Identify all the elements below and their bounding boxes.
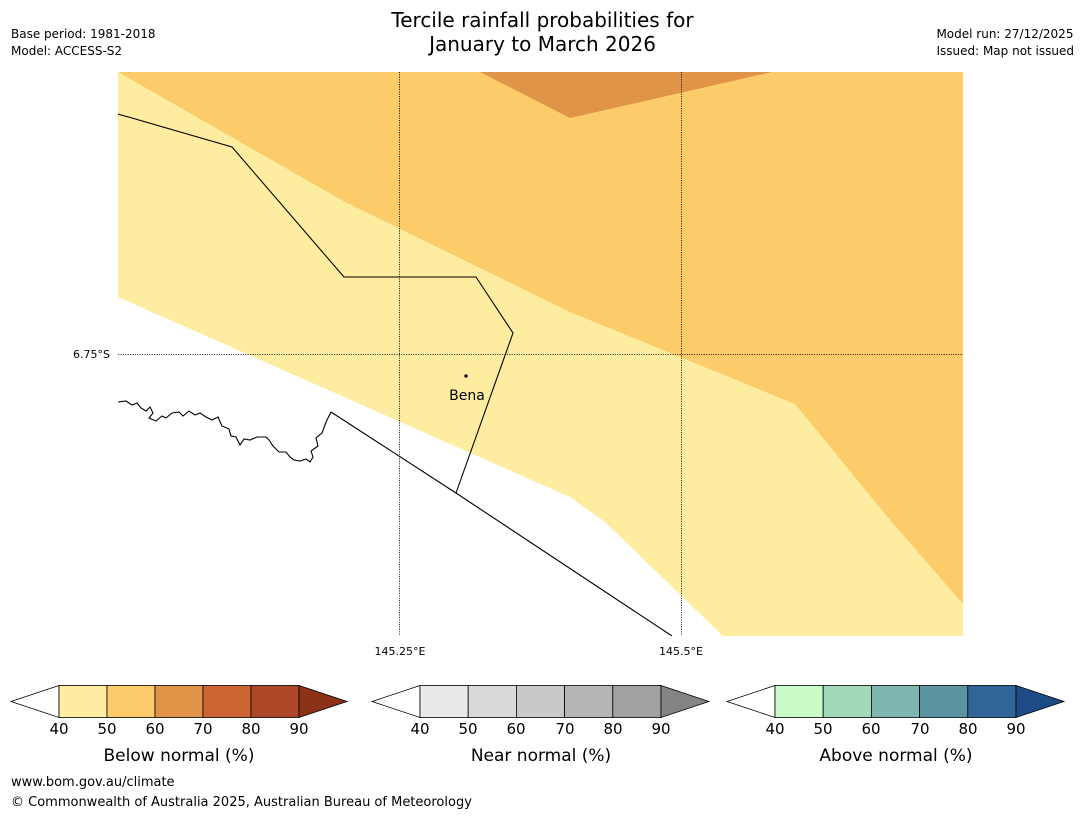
- colorbar-high-extension: [298, 684, 349, 719]
- colorbar-tick: 70: [555, 720, 574, 738]
- region-60-70: [480, 72, 772, 118]
- colorbar-segment: [919, 685, 969, 718]
- colorbar-below-normal: 40 50 60 70 80 90 Below normal (%): [9, 684, 349, 766]
- lon-label-145-25: 145.25°E: [375, 645, 426, 658]
- bena-marker: [464, 374, 468, 378]
- colorbar-low-extension: [9, 684, 60, 719]
- colorbar-label: Below normal (%): [104, 746, 255, 766]
- colorbar-segment: [612, 685, 662, 718]
- colorbar-label: Near normal (%): [471, 746, 611, 766]
- colorbar-tick: 60: [506, 720, 525, 738]
- colorbar-tick: 70: [193, 720, 212, 738]
- colorbar-segment: [202, 685, 252, 718]
- colorbar-segment: [58, 685, 108, 718]
- colorbar-high-extension: [660, 684, 711, 719]
- colorbar-tick: 90: [1006, 720, 1025, 738]
- boundary-line-south: [330, 411, 673, 636]
- model-name: Model: ACCESS-S2: [11, 44, 123, 58]
- colorbar-segment: [419, 685, 469, 718]
- map-title: Tercile rainfall probabilities for Janua…: [0, 8, 1085, 56]
- colorbar-segment: [250, 685, 300, 718]
- colorbar-tick: 50: [813, 720, 832, 738]
- colorbar-segment: [106, 685, 156, 718]
- colorbar-label: Above normal (%): [819, 746, 972, 766]
- colorbar-segment: [967, 685, 1017, 718]
- bena-label: Bena: [449, 388, 485, 404]
- colorbar-low-extension: [370, 684, 421, 719]
- colorbar-tick: 80: [958, 720, 977, 738]
- colorbar-tick: 60: [861, 720, 880, 738]
- footer-copyright: © Commonwealth of Australia 2025, Austra…: [11, 795, 472, 810]
- colorbar-tick: 90: [289, 720, 308, 738]
- title-line-1: Tercile rainfall probabilities for: [391, 8, 694, 32]
- region-50-60: [118, 72, 963, 604]
- colorbar-segment: [822, 685, 872, 718]
- colorbar-segment: [154, 685, 204, 718]
- colorbar-tick: 50: [97, 720, 116, 738]
- colorbar-segment: [774, 685, 824, 718]
- colorbar-above-normal: 40 50 60 70 80 90 Above normal (%): [725, 684, 1066, 766]
- colorbar-tick: 40: [410, 720, 429, 738]
- boundary-line: [118, 113, 514, 494]
- colorbar-tick: 40: [765, 720, 784, 738]
- colorbar-tick: 40: [49, 720, 68, 738]
- colorbar-tick: 80: [603, 720, 622, 738]
- colorbar-tick: 50: [458, 720, 477, 738]
- title-line-2: January to March 2026: [429, 32, 656, 56]
- colorbar-high-extension: [1015, 684, 1066, 719]
- issued-status: Issued: Map not issued: [936, 44, 1074, 58]
- colorbar-low-extension: [725, 684, 776, 719]
- colorbar-segment: [467, 685, 517, 718]
- colorbar-segment: [564, 685, 614, 718]
- colorbar-tick: 70: [910, 720, 929, 738]
- colorbar-tick: 60: [145, 720, 164, 738]
- lat-label: 6.75°S: [73, 348, 110, 361]
- colorbar-tick: 90: [651, 720, 670, 738]
- meta-left: Base period: 1981-2018 Model: ACCESS-S2: [11, 26, 156, 60]
- colorbar-near-normal: 40 50 60 70 80 90 Near normal (%): [370, 684, 711, 766]
- colorbar-segment: [516, 685, 566, 718]
- colorbar-segment: [871, 685, 921, 718]
- footer-url: www.bom.gov.au/climate: [11, 775, 175, 790]
- lon-label-145-5: 145.5°E: [659, 645, 703, 658]
- base-period: Base period: 1981-2018: [11, 27, 156, 41]
- model-run: Model run: 27/12/2025: [936, 27, 1074, 41]
- colorbar-tick: 80: [241, 720, 260, 738]
- coastline: [118, 400, 332, 463]
- map-area: Bena: [118, 72, 963, 636]
- meta-right: Model run: 27/12/2025 Issued: Map not is…: [936, 26, 1074, 60]
